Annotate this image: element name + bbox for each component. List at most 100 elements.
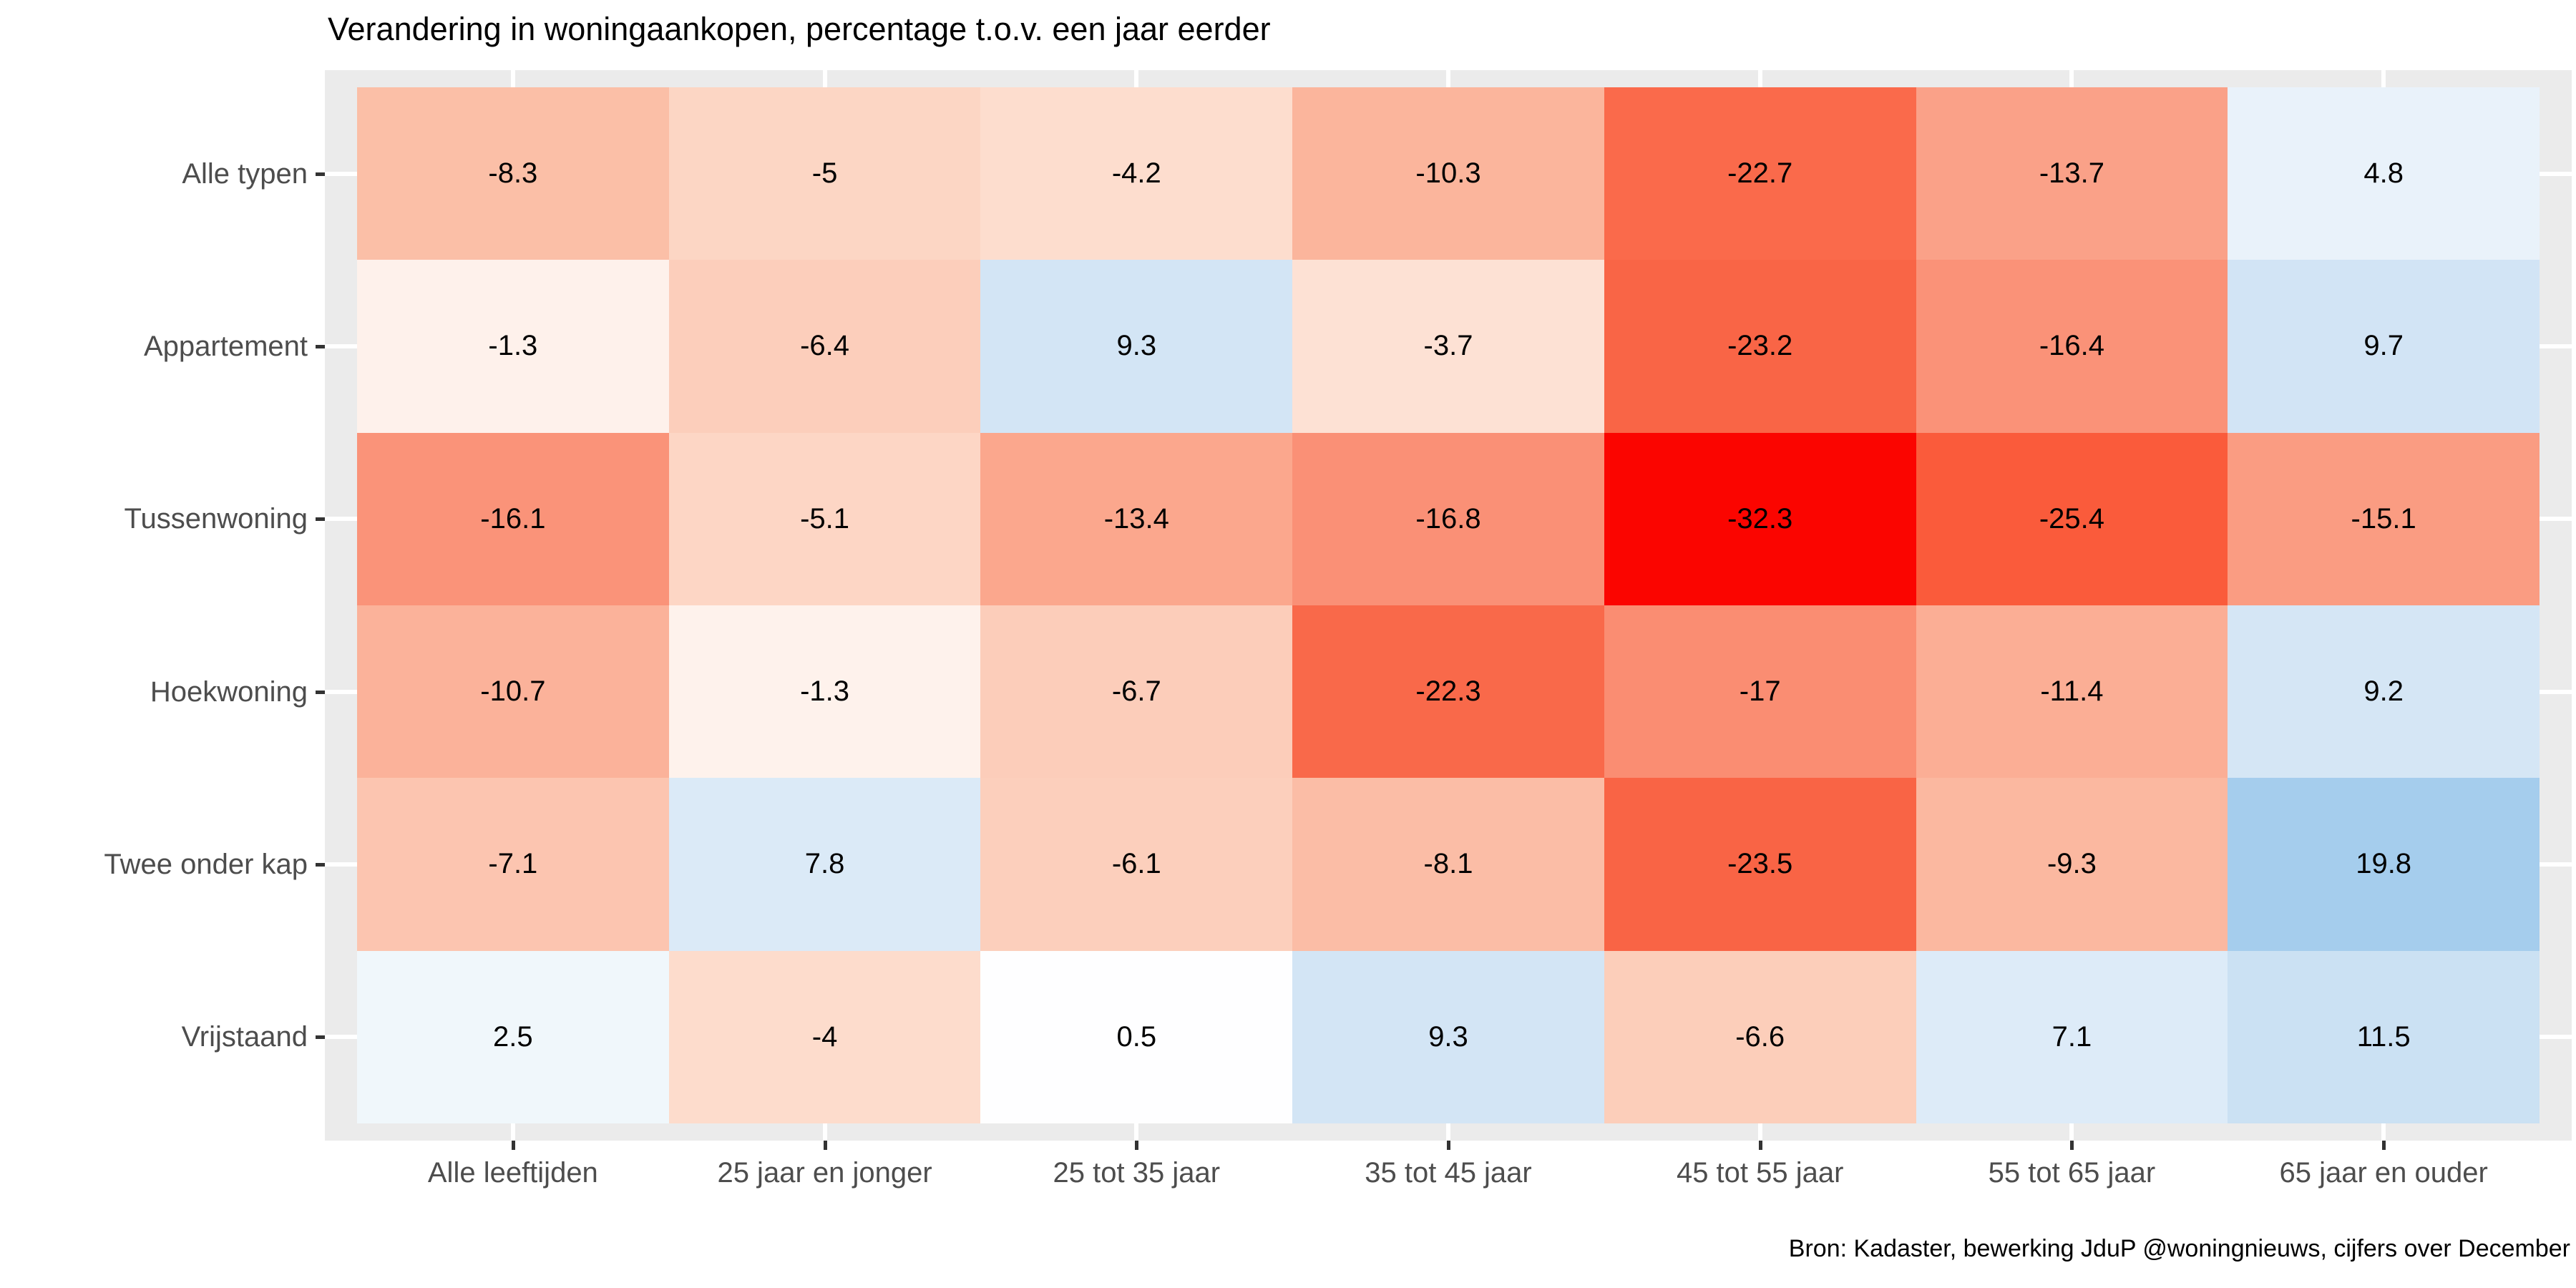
heatmap-cell-value: -25.4 — [2039, 502, 2104, 535]
heatmap-cell: 9.7 — [2228, 260, 2540, 433]
heatmap-cell-value: -3.7 — [1423, 330, 1473, 362]
heatmap-cell-value: 9.7 — [2363, 330, 2404, 362]
y-axis-label: Tussenwoning — [124, 503, 308, 535]
heatmap-cell: -5 — [668, 87, 981, 260]
heatmap-cells: -8.3 -5 -4.2 -10.3 -22.7 -13.7 4.8 -1.3 -6.4 9.3 -… — [357, 87, 2540, 1123]
heatmap-cell-value: -11.4 — [2040, 675, 2104, 708]
x-axis-tick — [1447, 1141, 1450, 1150]
y-axis-tick — [316, 1035, 325, 1040]
heatmap-cell: -10.7 — [357, 605, 669, 779]
x-axis-label: 35 tot 45 jaar — [1365, 1157, 1532, 1189]
heatmap-cell-value: -23.2 — [1727, 330, 1793, 362]
heatmap-cell-value: -22.7 — [1727, 157, 1793, 190]
x-axis-label: 25 jaar en jonger — [717, 1157, 932, 1189]
heatmap-cell-value: -5 — [811, 157, 838, 190]
y-axis-tick — [316, 345, 325, 348]
y-axis-label: Alle typen — [182, 157, 308, 190]
x-axis-label: 65 jaar en ouder — [2279, 1157, 2488, 1189]
x-axis-tick — [2382, 1141, 2386, 1150]
heatmap-cell: -25.4 — [1916, 432, 2228, 605]
heatmap-cell: 2.5 — [357, 950, 669, 1123]
y-axis-tick — [316, 863, 325, 867]
heatmap-cell: -15.1 — [2228, 432, 2540, 605]
heatmap-cell-value: -17 — [1739, 675, 1781, 708]
heatmap-cell: -6.7 — [980, 605, 1293, 779]
x-axis-label: Alle leeftijden — [427, 1157, 598, 1189]
y-axis-tick — [316, 690, 325, 694]
heatmap-cell: -8.3 — [357, 87, 669, 260]
heatmap-cell-value: -16.8 — [1415, 502, 1481, 535]
heatmap-cell-value: 7.8 — [804, 848, 845, 880]
heatmap-cell-value: -8.3 — [488, 157, 538, 190]
heatmap-cell-value: -8.1 — [1423, 848, 1473, 880]
heatmap-cell-value: -4.2 — [1111, 157, 1161, 190]
source-note: Bron: Kadaster, bewerking JduP @woningni… — [1788, 1235, 2570, 1262]
heatmap-cell-value: -1.3 — [800, 675, 850, 708]
y-axis-label: Appartement — [143, 331, 308, 362]
y-axis-label: Twee onder kap — [104, 849, 308, 880]
x-axis-label: 45 tot 55 jaar — [1676, 1157, 1844, 1189]
chart-title: Verandering in woningaankopen, percentag… — [328, 11, 1271, 47]
heatmap-cell-value: 7.1 — [2051, 1020, 2092, 1053]
heatmap-cell-value: -4 — [811, 1020, 838, 1053]
heatmap-cell-value: -13.7 — [2039, 157, 2104, 190]
heatmap-cell-value: 2.5 — [493, 1020, 533, 1053]
heatmap-cell: 7.8 — [668, 778, 981, 951]
heatmap-cell: -4.2 — [980, 87, 1293, 260]
x-axis-tick — [1758, 1141, 1762, 1150]
x-axis-tick — [2070, 1141, 2074, 1150]
y-axis-tick — [316, 172, 325, 176]
heatmap-cell: 0.5 — [980, 950, 1293, 1123]
heatmap-cell: -32.3 — [1604, 432, 1916, 605]
heatmap-panel: -8.3 -5 -4.2 -10.3 -22.7 -13.7 4.8 -1.3 -6.4 9.3 -… — [325, 70, 2572, 1141]
x-axis-tick — [823, 1141, 827, 1150]
heatmap-cell: -17 — [1604, 605, 1916, 779]
heatmap-cell: -23.5 — [1604, 778, 1916, 951]
heatmap-cell: 9.3 — [1292, 950, 1604, 1123]
heatmap-cell-value: -10.7 — [480, 675, 546, 708]
x-axis-label: 55 tot 65 jaar — [1988, 1157, 2156, 1189]
heatmap-cell-value: -32.3 — [1727, 502, 1793, 535]
x-axis-label: 25 tot 35 jaar — [1053, 1157, 1221, 1189]
heatmap-cell: -9.3 — [1916, 778, 2228, 951]
heatmap-cell-value: 9.3 — [1116, 330, 1157, 362]
heatmap-cell: 11.5 — [2228, 950, 2540, 1123]
heatmap-cell-value: 4.8 — [2363, 157, 2404, 190]
heatmap-cell-value: -16.1 — [480, 502, 546, 535]
heatmap-cell: -1.3 — [357, 260, 669, 433]
heatmap-cell: -6.4 — [668, 260, 981, 433]
heatmap-cell-value: -9.3 — [2046, 848, 2097, 880]
y-axis-label: Hoekwoning — [150, 675, 308, 708]
heatmap-cell: -8.1 — [1292, 778, 1604, 951]
heatmap-cell: -13.4 — [980, 432, 1293, 605]
heatmap-cell-value: -1.3 — [488, 330, 538, 362]
x-axis-tick — [511, 1141, 515, 1150]
heatmap-cell: 4.8 — [2228, 87, 2540, 260]
heatmap-cell: -6.1 — [980, 778, 1293, 951]
y-axis-label: Vrijstaand — [181, 1021, 308, 1053]
heatmap-cell-value: -6.4 — [800, 330, 850, 362]
heatmap-cell: -10.3 — [1292, 87, 1604, 260]
heatmap-cell-value: -15.1 — [2351, 502, 2416, 535]
heatmap-cell: -16.1 — [357, 432, 669, 605]
heatmap-cell: -7.1 — [357, 778, 669, 951]
heatmap-cell-value: 0.5 — [1116, 1020, 1157, 1053]
heatmap-cell: -4 — [668, 950, 981, 1123]
heatmap-cell-value: 9.2 — [2363, 675, 2404, 708]
heatmap-cell: -1.3 — [668, 605, 981, 779]
y-axis-tick — [316, 517, 325, 522]
heatmap-cell-value: -5.1 — [800, 502, 850, 535]
heatmap-cell-value: -6.1 — [1111, 848, 1161, 880]
heatmap-cell: -16.4 — [1916, 260, 2228, 433]
heatmap-cell: 9.2 — [2228, 605, 2540, 779]
heatmap-cell: 7.1 — [1916, 950, 2228, 1123]
heatmap-cell-value: -16.4 — [2039, 330, 2104, 362]
heatmap-cell: -3.7 — [1292, 260, 1604, 433]
heatmap-cell-value: -22.3 — [1415, 675, 1481, 708]
heatmap-cell: -22.7 — [1604, 87, 1916, 260]
heatmap-cell: 9.3 — [980, 260, 1293, 433]
heatmap-cell: -6.6 — [1604, 950, 1916, 1123]
heatmap-cell: -22.3 — [1292, 605, 1604, 779]
heatmap-cell-value: -23.5 — [1727, 848, 1793, 880]
